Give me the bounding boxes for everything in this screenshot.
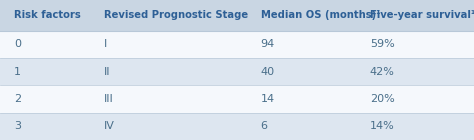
Text: 14%: 14% (370, 121, 394, 131)
Bar (0, 113, 474, 140)
Bar (0, 31, 474, 58)
Text: 59%: 59% (370, 39, 394, 49)
Text: 94: 94 (261, 39, 275, 49)
Text: 2: 2 (14, 94, 21, 104)
Text: 42%: 42% (370, 67, 394, 77)
Text: 1: 1 (14, 67, 21, 77)
Text: 0: 0 (14, 39, 21, 49)
Bar (0, 58, 474, 85)
Bar (0, 0, 474, 31)
Text: Five-year survival¹: Five-year survival¹ (370, 10, 474, 20)
Text: Revised Prognostic Stage: Revised Prognostic Stage (104, 10, 248, 20)
Text: I: I (104, 39, 108, 49)
Text: III: III (104, 94, 114, 104)
Text: II: II (104, 67, 111, 77)
Bar (0, 85, 474, 113)
Text: IV: IV (104, 121, 115, 131)
Text: 3: 3 (14, 121, 21, 131)
Text: 14: 14 (261, 94, 275, 104)
Text: Median OS (months)¹: Median OS (months)¹ (261, 10, 380, 20)
Text: Risk factors: Risk factors (14, 10, 81, 20)
Text: 40: 40 (261, 67, 275, 77)
Text: 20%: 20% (370, 94, 394, 104)
Text: 6: 6 (261, 121, 268, 131)
